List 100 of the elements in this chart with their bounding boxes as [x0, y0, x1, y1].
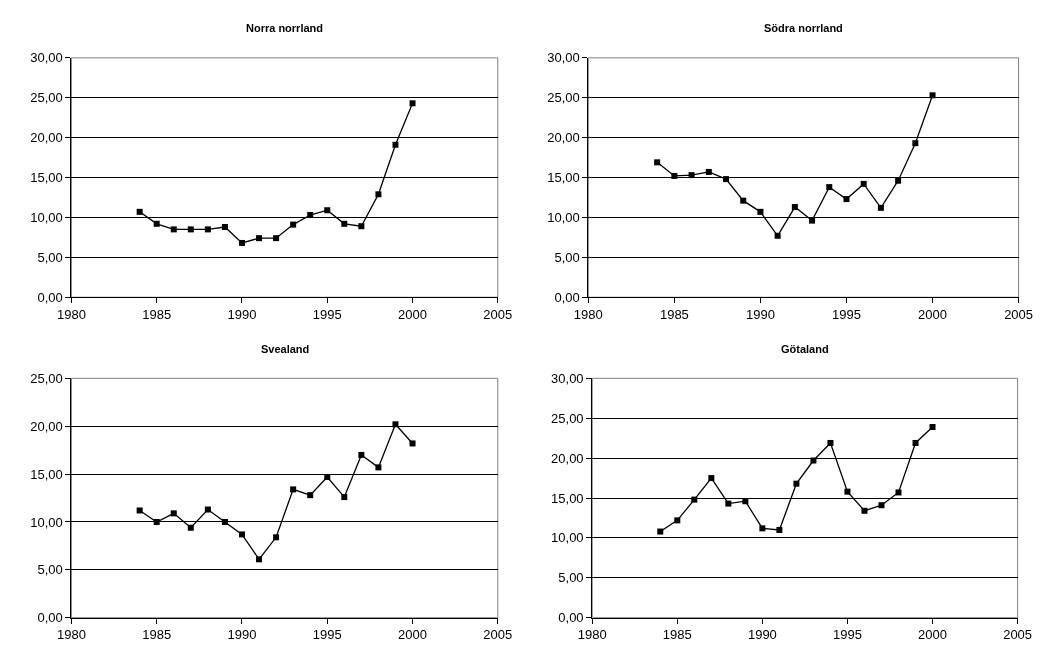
point: [860, 180, 867, 187]
point: [290, 486, 297, 493]
chart-title: Norra norrland: [246, 22, 324, 34]
x-tick-label: 2005: [483, 306, 513, 322]
point: [674, 517, 681, 524]
y-tick-label: 25,00: [547, 90, 580, 106]
y-tick-label: 5,00: [37, 249, 63, 265]
x-tick-label: 1995: [312, 627, 342, 643]
point: [742, 498, 749, 505]
y-tick-label: 5,00: [558, 570, 584, 586]
x-tick-label: 1980: [56, 627, 86, 643]
point: [307, 492, 314, 499]
point: [793, 480, 800, 487]
point: [740, 197, 747, 204]
point: [776, 526, 783, 533]
x-tick-label: 2000: [398, 627, 427, 643]
point: [929, 424, 936, 430]
point: [358, 223, 365, 230]
y-tick-label: 15,00: [547, 170, 580, 186]
point: [878, 502, 885, 509]
point: [221, 518, 228, 525]
y-tick-label: 20,00: [551, 450, 584, 466]
y-tick-label: 30,00: [547, 50, 580, 66]
point: [153, 220, 160, 227]
point: [204, 506, 211, 513]
point: [170, 510, 177, 517]
point: [826, 184, 833, 191]
point: [409, 100, 416, 107]
point: [170, 226, 177, 233]
x-tick-label: 1995: [312, 306, 342, 322]
x-tick-label: 1995: [832, 627, 862, 643]
x-tick-label: 1995: [832, 306, 861, 322]
point: [392, 421, 399, 428]
x-tick-label: 2000: [918, 306, 947, 322]
chart-title: Götaland: [781, 343, 829, 355]
point: [290, 221, 297, 228]
point: [375, 464, 382, 471]
y-tick-label: 10,00: [547, 209, 580, 225]
x-tick-label: 1985: [142, 306, 172, 322]
x-tick-label: 1985: [659, 306, 689, 322]
point: [877, 204, 884, 211]
point: [861, 507, 868, 514]
point: [708, 475, 715, 482]
point: [759, 525, 766, 532]
point: [324, 207, 331, 214]
point: [341, 220, 348, 227]
x-tick-label: 1980: [577, 627, 607, 643]
x-tick-label: 2005: [1003, 627, 1033, 643]
point: [810, 457, 817, 464]
y-tick-label: 0,00: [558, 610, 584, 626]
y-tick-label: 5,00: [554, 249, 580, 265]
point: [827, 439, 834, 446]
x-tick-label: 2005: [1004, 306, 1034, 322]
y-tick-label: 20,00: [547, 130, 580, 146]
point: [723, 176, 730, 183]
chart-title: Svealand: [261, 343, 310, 355]
point: [273, 534, 280, 541]
point: [392, 141, 399, 148]
point: [341, 494, 348, 501]
y-tick-label: 0,00: [554, 289, 580, 305]
point: [671, 172, 678, 179]
point: [153, 518, 160, 525]
point: [843, 196, 850, 203]
y-tick-label: 25,00: [551, 410, 584, 426]
point: [844, 488, 851, 495]
point: [774, 232, 781, 239]
point: [912, 140, 919, 147]
y-tick-label: 25,00: [30, 370, 63, 386]
x-tick-label: 1980: [573, 306, 603, 322]
point: [238, 531, 245, 538]
y-tick-label: 10,00: [30, 514, 63, 530]
point: [324, 473, 331, 480]
y-tick-label: 15,00: [551, 490, 584, 506]
point: [221, 223, 228, 230]
y-tick-label: 15,00: [30, 466, 63, 482]
chart-title: Södra norrland: [764, 22, 843, 34]
point: [654, 159, 661, 166]
point: [375, 191, 382, 198]
point: [256, 235, 263, 242]
x-tick-label: 2000: [918, 627, 947, 643]
point: [238, 239, 245, 246]
point: [256, 556, 263, 563]
y-tick-label: 0,00: [37, 610, 63, 626]
y-tick-label: 20,00: [30, 418, 63, 434]
y-tick-label: 30,00: [551, 370, 584, 386]
x-tick-label: 1985: [142, 627, 172, 643]
point: [358, 451, 365, 458]
y-tick-label: 15,00: [30, 170, 63, 186]
y-tick-label: 0,00: [37, 289, 63, 305]
point: [929, 92, 936, 99]
point: [657, 528, 664, 535]
point: [912, 439, 919, 446]
point: [136, 208, 143, 215]
point: [757, 208, 764, 215]
point: [691, 496, 698, 503]
x-tick-label: 1990: [745, 306, 775, 322]
x-tick-label: 2000: [398, 306, 427, 322]
x-tick-label: 1990: [747, 627, 777, 643]
point: [895, 489, 902, 496]
y-tick-label: 5,00: [37, 562, 63, 578]
